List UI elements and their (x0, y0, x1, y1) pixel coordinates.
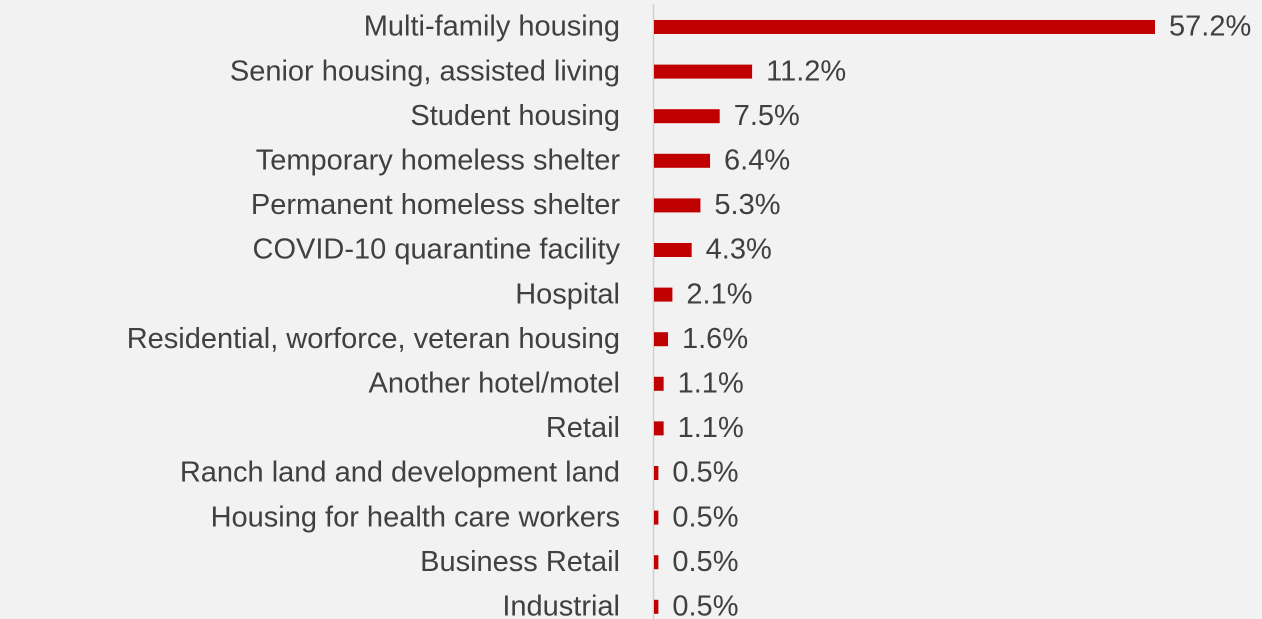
category-label: Another hotel/motel (369, 367, 620, 399)
bar (654, 510, 659, 525)
bar (654, 555, 659, 570)
category-label: Retail (546, 412, 620, 444)
value-label: 1.6% (682, 323, 748, 355)
value-label: 0.5% (672, 501, 738, 533)
bar (654, 153, 711, 168)
category-label: Business Retail (420, 546, 620, 578)
category-label: Student housing (410, 100, 620, 132)
category-label: Housing for health care workers (211, 501, 620, 533)
category-label: Industrial (502, 590, 620, 619)
value-label: 0.5% (672, 546, 738, 578)
bar (654, 109, 720, 124)
value-label: 7.5% (734, 100, 800, 132)
category-label: Senior housing, assisted living (230, 55, 620, 87)
bar (654, 599, 659, 614)
category-label: COVID-10 quarantine facility (253, 234, 621, 266)
category-label: Temporary homeless shelter (256, 144, 621, 176)
category-label: Hospital (515, 278, 620, 310)
bar (654, 243, 692, 257)
bar (654, 466, 659, 480)
value-label: 11.2% (766, 55, 846, 87)
value-label: 1.1% (678, 367, 744, 399)
bar (654, 376, 664, 391)
category-label: Residential, worforce, veteran housing (127, 323, 620, 355)
value-label: 2.1% (686, 278, 752, 310)
bar (654, 332, 669, 347)
bar (654, 20, 1155, 34)
value-label: 6.4% (724, 144, 790, 176)
value-label: 0.5% (672, 590, 738, 619)
value-label: 0.5% (672, 457, 738, 489)
bar (654, 287, 673, 302)
category-label: Ranch land and development land (180, 457, 620, 489)
bar (654, 64, 753, 79)
value-label: 4.3% (706, 234, 772, 266)
value-label: 1.1% (678, 412, 744, 444)
bar (654, 198, 701, 213)
value-label: 57.2% (1169, 11, 1251, 43)
value-label: 5.3% (714, 189, 780, 221)
bar (654, 421, 664, 436)
category-label: Multi-family housing (364, 11, 620, 43)
category-label: Permanent homeless shelter (251, 189, 620, 221)
